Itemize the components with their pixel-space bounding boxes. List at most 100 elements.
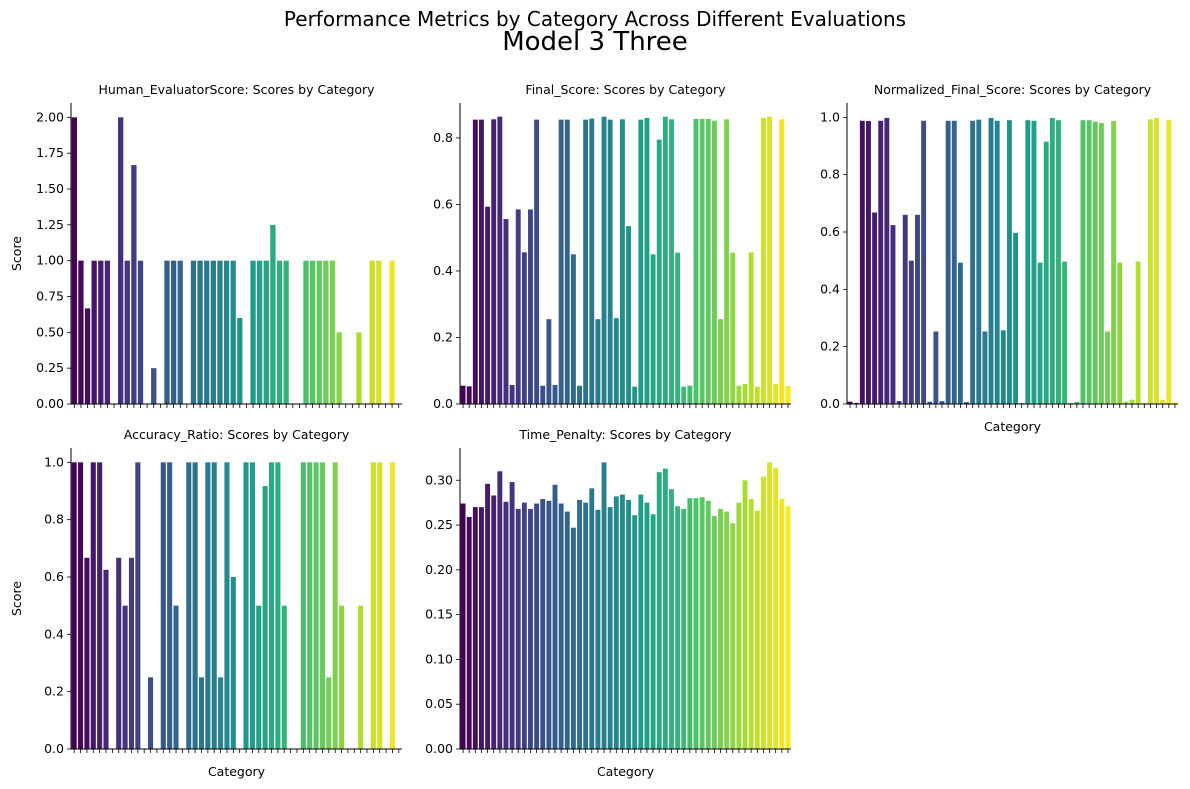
bar [589, 118, 595, 404]
y-tick-label: 1.50 [36, 181, 64, 196]
bar [644, 502, 650, 749]
bar [491, 495, 497, 749]
bar [164, 260, 170, 404]
bar [1074, 401, 1080, 404]
y-tick-label: 0.25 [36, 360, 64, 375]
bar [71, 117, 77, 404]
bar [313, 462, 319, 749]
y-tick-label: 0.2 [820, 339, 840, 354]
bar [1098, 123, 1104, 404]
bar [256, 605, 262, 749]
bar [779, 499, 785, 749]
bar [1080, 120, 1086, 404]
bar [326, 677, 332, 749]
bar [131, 165, 137, 404]
bar [224, 462, 230, 749]
bar [890, 225, 896, 404]
bar [933, 331, 939, 404]
bar [1129, 399, 1135, 404]
bar [632, 515, 638, 749]
bar [681, 508, 687, 749]
bar [896, 401, 902, 404]
bar [730, 252, 736, 404]
bar [211, 462, 217, 749]
bar [160, 462, 166, 749]
bar [951, 120, 957, 405]
y-axis-label: Score [9, 236, 24, 271]
bar [1111, 121, 1117, 404]
bar [607, 507, 613, 750]
bar [1092, 121, 1098, 404]
bar [135, 462, 141, 749]
bar [976, 119, 982, 404]
bar [872, 212, 878, 404]
bar [497, 116, 503, 404]
bar [84, 557, 90, 749]
bar [281, 605, 287, 749]
bar [546, 500, 552, 749]
y-tick-label: 0.10 [425, 651, 453, 666]
bar [205, 462, 211, 749]
bar [662, 116, 668, 404]
y-tick-label: 0.6 [820, 224, 840, 239]
bar [754, 510, 760, 749]
bar [170, 260, 177, 404]
bar [204, 260, 210, 404]
bar [103, 569, 109, 749]
y-tick-label: 0.0 [433, 396, 453, 411]
y-tick-label: 0.2 [433, 329, 453, 344]
bar [210, 260, 216, 404]
bar [884, 117, 890, 404]
bar [338, 605, 345, 749]
bar [148, 677, 154, 749]
bar [197, 260, 203, 404]
bar [656, 139, 662, 404]
bar [263, 260, 269, 404]
subplot-4: 0.0 0.2 0.4 0.6 0.8 1.0 Accuracy_Ratio: Scores… [9, 427, 402, 779]
y-tick-label: 0.50 [36, 324, 64, 339]
bar [1043, 141, 1049, 404]
bar [270, 224, 276, 404]
bar [369, 260, 375, 404]
bar [957, 262, 963, 404]
bar [71, 462, 77, 749]
bar [370, 462, 376, 749]
bar [644, 117, 650, 404]
bar [595, 319, 601, 404]
y-tick-label: 0.4 [44, 626, 64, 641]
y-tick-label: 0.0 [44, 741, 64, 756]
bar [970, 120, 976, 405]
bar [570, 254, 576, 404]
bar [742, 480, 748, 749]
y-tick-label: 0.15 [425, 607, 453, 622]
bar [223, 260, 230, 404]
bar [1000, 330, 1006, 404]
bar [116, 557, 122, 749]
bar [356, 332, 362, 404]
bar [515, 209, 521, 404]
bar [262, 486, 268, 749]
bar [336, 332, 342, 404]
bar [497, 471, 503, 749]
bar [878, 120, 884, 405]
bar [283, 260, 289, 404]
bar [638, 119, 644, 404]
bar [503, 219, 509, 404]
bar [1025, 120, 1031, 404]
bar [724, 511, 730, 749]
bar [902, 214, 908, 404]
bar [613, 318, 619, 404]
subplot-5: 0.00 0.05 0.10 0.15 0.20 0.25 0.30 Time_Penalty… [425, 427, 791, 779]
bar [1013, 232, 1019, 404]
bar [859, 120, 865, 405]
bar [249, 462, 255, 749]
y-tick-label: 0.25 [425, 517, 453, 532]
bar [186, 462, 192, 749]
bar [472, 119, 478, 404]
y-tick-label: 1.25 [36, 217, 64, 232]
bar [300, 462, 306, 749]
subplot-3: 0.0 0.2 0.4 0.6 0.8 1.0 Normalized_Final_Score… [820, 82, 1178, 434]
bar [866, 121, 871, 404]
bar [650, 514, 656, 749]
bar [84, 308, 91, 404]
